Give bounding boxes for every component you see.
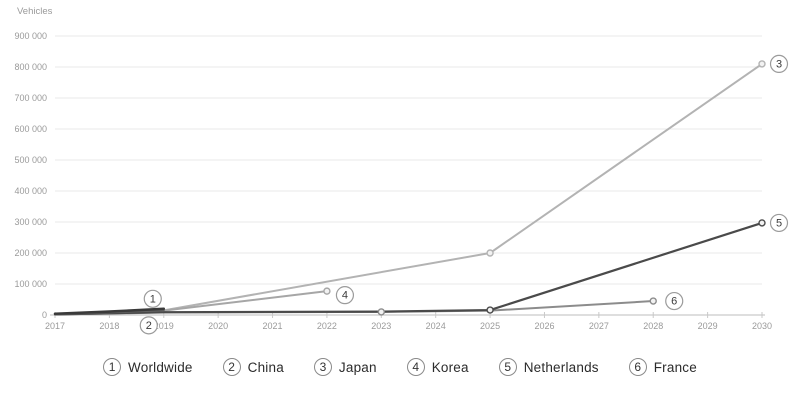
legend-item-netherlands: 5 Netherlands bbox=[498, 358, 599, 376]
data-point-france bbox=[649, 297, 657, 305]
data-point-japan bbox=[486, 249, 494, 257]
x-tick-label: 2018 bbox=[99, 321, 119, 331]
legend-label: Japan bbox=[338, 359, 377, 375]
x-tick-label: 2022 bbox=[317, 321, 337, 331]
svg-text:1: 1 bbox=[150, 293, 156, 305]
legend-label: Korea bbox=[431, 359, 469, 375]
svg-text:2: 2 bbox=[146, 320, 152, 332]
x-tick-label: 2027 bbox=[589, 321, 609, 331]
x-tick-label: 2021 bbox=[263, 321, 283, 331]
legend-number-badge: 4 bbox=[406, 358, 425, 376]
svg-text:4: 4 bbox=[342, 290, 348, 302]
legend-item-worldwide: 1 Worldwide bbox=[103, 358, 193, 376]
series-badge-4: 4 bbox=[335, 286, 355, 305]
y-tick-label: 600 000 bbox=[14, 124, 47, 134]
series-badge-3: 3 bbox=[769, 54, 789, 74]
series-badge-6: 6 bbox=[665, 291, 684, 311]
series-line-japan bbox=[162, 62, 763, 312]
series-badge-2: 2 bbox=[139, 316, 158, 335]
y-tick-label: 900 000 bbox=[14, 31, 47, 41]
svg-text:5: 5 bbox=[776, 217, 782, 229]
x-tick-label: 2019 bbox=[154, 321, 174, 331]
x-tick-label: 2030 bbox=[752, 321, 772, 331]
y-tick-label: 100 000 bbox=[14, 279, 47, 289]
legend-item-china: 2 China bbox=[222, 358, 284, 376]
x-tick-label: 2017 bbox=[45, 321, 65, 331]
svg-text:6: 6 bbox=[671, 296, 677, 308]
legend-item-korea: 4 Korea bbox=[406, 358, 469, 376]
svg-text:3: 3 bbox=[776, 58, 782, 70]
data-point-france bbox=[377, 308, 386, 316]
x-tick-label: 2028 bbox=[643, 321, 663, 331]
x-tick-label: 2020 bbox=[208, 321, 228, 331]
vehicles-line-chart: Vehicles 0 100 000 200 000 300 000 400 000 500… bbox=[14, 6, 789, 335]
x-tick-label: 2029 bbox=[698, 321, 718, 331]
x-tick-label: 2023 bbox=[371, 321, 391, 331]
series-line-worldwide bbox=[53, 307, 166, 316]
y-tick-label: 300 000 bbox=[14, 217, 47, 227]
legend-label: Netherlands bbox=[523, 359, 599, 375]
x-tick-label: 2024 bbox=[426, 321, 446, 331]
y-tick-label: 500 000 bbox=[14, 155, 47, 165]
series-badge-5: 5 bbox=[769, 213, 789, 233]
y-axis-title: Vehicles bbox=[17, 6, 53, 17]
y-tick-label: 0 bbox=[42, 310, 47, 320]
legend-label: Worldwide bbox=[128, 359, 193, 375]
legend-number-badge: 5 bbox=[498, 358, 517, 376]
series-line-korea bbox=[162, 290, 328, 312]
legend-label: China bbox=[247, 359, 284, 375]
legend-number-badge: 6 bbox=[628, 358, 647, 376]
legend-label: France bbox=[653, 359, 697, 375]
data-point-netherlands bbox=[758, 219, 766, 227]
data-point-korea bbox=[323, 287, 331, 295]
legend-number-badge: 1 bbox=[103, 358, 122, 376]
chart-legend: 1 Worldwide 2 China 3 Japan 4 Korea 5 Netherlands… bbox=[0, 358, 800, 376]
x-tick-label: 2025 bbox=[480, 321, 500, 331]
y-tick-label: 400 000 bbox=[14, 186, 47, 196]
x-tick-label: 2026 bbox=[534, 321, 554, 331]
y-tick-label: 700 000 bbox=[14, 93, 47, 103]
y-tick-label: 200 000 bbox=[14, 248, 47, 258]
legend-item-france: 6 France bbox=[628, 358, 697, 376]
series-badge-1: 1 bbox=[143, 289, 162, 308]
data-point-japan bbox=[758, 60, 766, 68]
data-point-netherlands bbox=[486, 306, 494, 314]
legend-number-badge: 2 bbox=[222, 358, 241, 376]
legend-number-badge: 3 bbox=[313, 358, 332, 376]
legend-item-japan: 3 Japan bbox=[313, 358, 377, 376]
y-tick-label: 800 000 bbox=[14, 62, 47, 72]
